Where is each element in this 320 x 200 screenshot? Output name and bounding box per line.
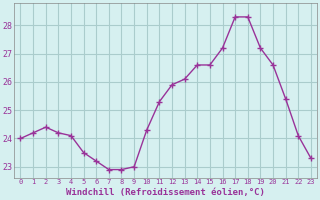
X-axis label: Windchill (Refroidissement éolien,°C): Windchill (Refroidissement éolien,°C) <box>66 188 265 197</box>
